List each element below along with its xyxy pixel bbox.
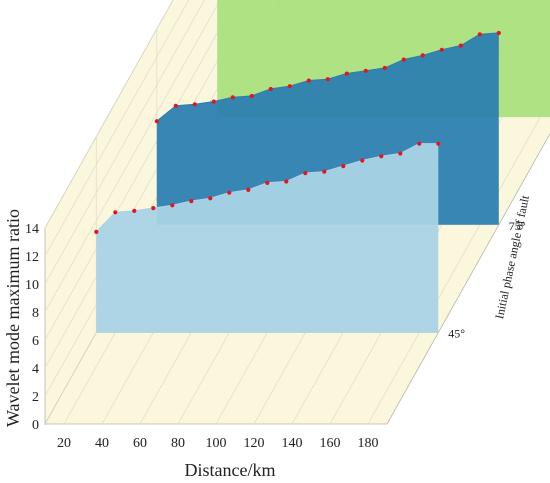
data-point [417, 141, 422, 146]
x-tick-label: 80 [171, 436, 185, 451]
data-point [170, 203, 175, 208]
y-tick-label: 6 [32, 334, 39, 349]
data-point [173, 103, 178, 108]
data-point [477, 32, 482, 37]
data-point [249, 93, 254, 99]
y-tick-label: 0 [32, 418, 39, 433]
data-point [363, 68, 368, 73]
data-point [344, 71, 349, 76]
series-45-group [94, 141, 441, 333]
tick-labels: 20 40 60 80 100 120 140 160 180 0 2 4 6 8 10 12 14 45° 75°… [25, 219, 526, 451]
grid-line [44, 0, 205, 285]
data-point [439, 47, 444, 52]
x-tick-label: 180 [358, 436, 379, 451]
series-areas [94, 0, 550, 333]
y-tick-label: 4 [32, 362, 39, 377]
data-point [420, 53, 425, 58]
grid-line [44, 0, 190, 257]
data-point [268, 86, 273, 92]
data-point [325, 77, 330, 82]
x-tick-label: 160 [320, 436, 341, 451]
y-tick-label: 2 [32, 390, 39, 405]
data-point [398, 151, 403, 156]
grid-line [44, 0, 174, 229]
x-tick-label: 60 [133, 436, 147, 451]
data-point [94, 229, 99, 234]
data-point [322, 169, 327, 174]
x-tick-label: 20 [57, 436, 71, 451]
data-point [303, 171, 308, 176]
data-point [341, 164, 346, 169]
data-point [265, 180, 270, 185]
data-point [306, 78, 311, 83]
grid-line [44, 0, 221, 313]
data-point [151, 206, 156, 211]
data-point [458, 43, 463, 48]
data-point [287, 84, 292, 89]
data-point [132, 208, 137, 213]
data-point [154, 119, 159, 124]
data-point [227, 190, 232, 195]
z-tick-label: 75° [509, 219, 526, 233]
data-point [436, 141, 441, 146]
data-point [230, 95, 235, 100]
data-point [189, 199, 194, 204]
data-point [113, 210, 118, 215]
y-tick-label: 8 [32, 306, 39, 321]
x-tick-label: 120 [244, 436, 265, 451]
y-tick-label: 12 [25, 250, 39, 265]
y-tick-label: 10 [25, 278, 39, 293]
x-axis-label: Distance/km [185, 460, 276, 480]
x-tick-label: 140 [282, 436, 303, 451]
data-point [496, 30, 501, 36]
data-point [211, 99, 216, 104]
data-point [284, 179, 289, 184]
series-area [96, 143, 439, 333]
data-point [246, 187, 251, 192]
data-point [192, 102, 197, 107]
data-point [379, 154, 384, 159]
x-tick-label: 100 [206, 436, 227, 451]
z-tick-label: 45° [448, 327, 465, 341]
x-tick-label: 40 [95, 436, 109, 451]
data-point [360, 158, 365, 163]
data-point [382, 65, 387, 71]
data-point [208, 196, 213, 201]
data-point [401, 57, 406, 62]
y-axis-label: Wavelet mode maximum ratio [3, 209, 23, 427]
y-tick-label: 14 [25, 222, 39, 237]
